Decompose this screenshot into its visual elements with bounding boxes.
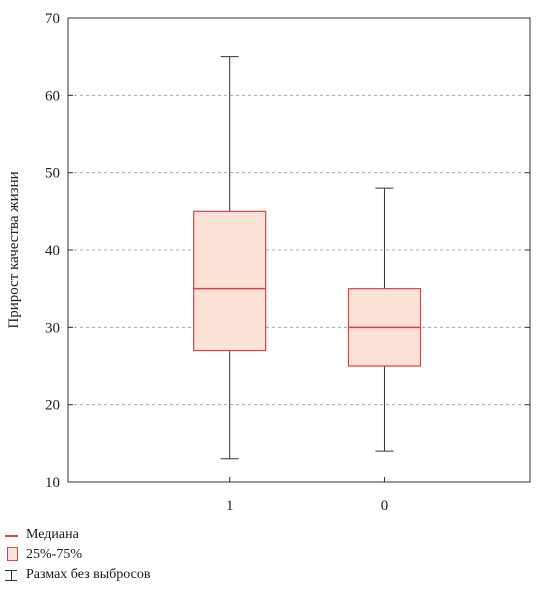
median-line-icon <box>4 525 24 545</box>
box-swatch-icon <box>4 545 24 565</box>
x-tick-label: 1 <box>226 498 234 514</box>
grid-lines <box>68 94 530 406</box>
iqr-box <box>193 210 267 352</box>
legend-median-label: Медиана <box>26 527 79 542</box>
y-tick-label: 30 <box>45 320 60 336</box>
y-tick-label: 10 <box>45 475 60 491</box>
boxes-group <box>193 56 422 460</box>
whisker-range-icon <box>4 565 24 585</box>
legend-item-box: 25%-75% <box>4 545 150 565</box>
y-tick-label: 70 <box>45 11 60 27</box>
legend-item-range: Размах без выбросов <box>4 565 150 585</box>
y-axis-label: Прирост качества жизни <box>6 171 22 328</box>
x-tick-label: 0 <box>381 498 389 514</box>
legend-item-median: Медиана <box>4 525 150 545</box>
y-tick-label: 50 <box>45 166 60 182</box>
y-tick-label: 60 <box>45 88 60 104</box>
legend-range-label: Размах без выбросов <box>26 567 151 582</box>
legend-box-label: 25%-75% <box>26 547 82 562</box>
plot-frame <box>67 17 531 483</box>
legend: Медиана 25%-75% Размах без выбросов <box>4 525 150 585</box>
y-axis-ticks: 10 20 30 40 50 60 70 <box>45 11 530 491</box>
box-0 <box>347 187 422 452</box>
y-tick-label: 40 <box>45 243 60 259</box>
box-1 <box>193 56 267 460</box>
y-tick-label: 20 <box>45 398 60 414</box>
